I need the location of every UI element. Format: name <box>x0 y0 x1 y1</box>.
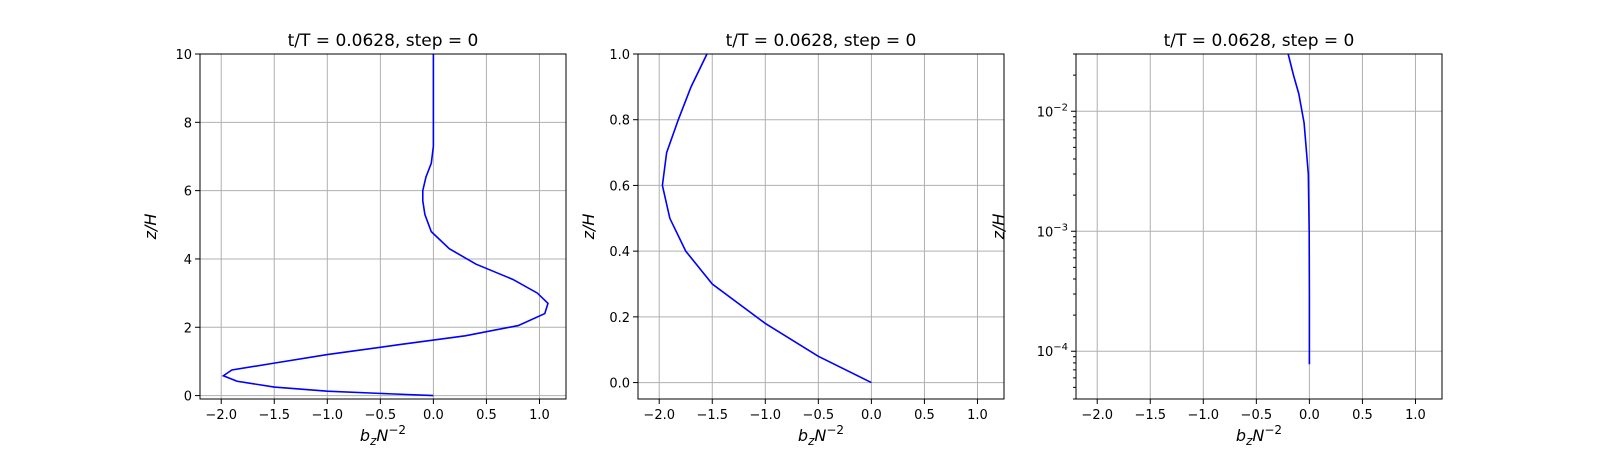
y-tick-label: 0.2 <box>609 311 630 326</box>
panel-1: −2.0 −1.5 −1.0 −0.5 0.0 0.5 1.0 0 2 4 6 8 10 t/T = 0.… <box>141 31 567 448</box>
x-axis-label: bzN−2 <box>798 423 844 448</box>
chart-title: t/T = 0.0628, step = 0 <box>288 31 479 51</box>
axes-frame <box>637 53 1005 400</box>
y-tick-label: 2 <box>184 321 192 336</box>
x-tick-label: 1.0 <box>967 408 988 423</box>
axes-frame <box>199 53 567 400</box>
x-tick-label: −2.0 <box>1081 408 1113 423</box>
x-axis-label: bzN−2 <box>360 423 406 448</box>
series-line <box>1287 53 1311 365</box>
y-axis-label: z/H <box>989 214 1008 241</box>
y-tick-label: 0.8 <box>609 114 630 129</box>
x-tick-label: −1.5 <box>696 408 728 423</box>
x-tick-label: −1.0 <box>312 408 344 423</box>
panel-3: −2.0 −1.5 −1.0 −0.5 0.0 0.5 1.0 10−4 10−3 10−2 t/T… <box>989 31 1443 448</box>
x-tick-label: 0.0 <box>423 408 444 423</box>
x-tick-label: 0.5 <box>1352 408 1373 423</box>
y-tick-label: 8 <box>184 116 192 131</box>
x-tick-label: −2.0 <box>643 408 675 423</box>
y-tick-label: 10−2 <box>1037 102 1068 120</box>
chart-title: t/T = 0.0628, step = 0 <box>726 31 917 51</box>
y-tick-label: 10−4 <box>1037 342 1068 360</box>
y-tick-label: 0.0 <box>609 377 630 392</box>
y-tick-label: 10−3 <box>1037 222 1068 240</box>
x-tick-label: −1.5 <box>1134 408 1166 423</box>
x-tick-label: −2.0 <box>205 408 237 423</box>
panel-2: −2.0 −1.5 −1.0 −0.5 0.0 0.5 1.0 0.0 0.2 0.4 0.6 0.8… <box>579 31 1005 448</box>
x-tick-label: −0.5 <box>1241 408 1273 423</box>
chart-title: t/T = 0.0628, step = 0 <box>1164 31 1355 51</box>
x-tick-label: −1.5 <box>258 408 290 423</box>
y-tick-label: 0.4 <box>609 245 630 260</box>
x-tick-label: 0.0 <box>861 408 882 423</box>
y-tick-label: 4 <box>184 253 192 268</box>
y-tick-label: 1.0 <box>609 48 630 63</box>
x-tick-label: 0.5 <box>914 408 935 423</box>
y-tick-label: 0.6 <box>609 179 630 194</box>
y-axis-label: z/H <box>141 214 160 241</box>
axes-frame <box>1075 53 1443 400</box>
y-tick-label: 6 <box>184 185 192 200</box>
x-axis-label: bzN−2 <box>1236 423 1282 448</box>
x-tick-label: 1.0 <box>529 408 550 423</box>
series-line <box>221 54 549 397</box>
x-tick-label: 0.5 <box>476 408 497 423</box>
y-tick-label: 10 <box>175 48 192 63</box>
x-tick-label: −1.0 <box>750 408 782 423</box>
y-tick-label: 0 <box>184 390 192 405</box>
series-line <box>661 53 872 384</box>
x-tick-label: 0.0 <box>1299 408 1320 423</box>
x-tick-label: −0.5 <box>365 408 397 423</box>
y-axis-label: z/H <box>579 214 598 241</box>
x-tick-label: 1.0 <box>1405 408 1426 423</box>
x-tick-label: −0.5 <box>803 408 835 423</box>
x-tick-label: −1.0 <box>1188 408 1220 423</box>
